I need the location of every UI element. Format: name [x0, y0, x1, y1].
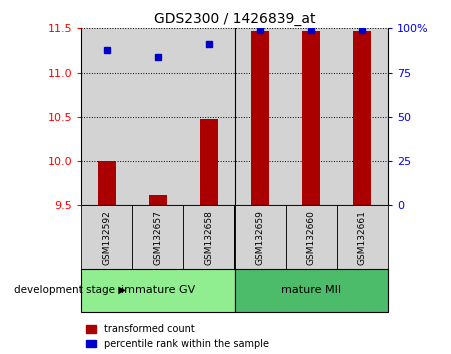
Bar — [337, 28, 388, 205]
Text: immature GV: immature GV — [121, 285, 195, 295]
Bar — [149, 195, 167, 205]
Text: GSM132657: GSM132657 — [153, 210, 162, 265]
Bar — [132, 28, 184, 205]
Legend: transformed count, percentile rank within the sample: transformed count, percentile rank withi… — [86, 324, 268, 349]
Bar — [81, 28, 132, 205]
Title: GDS2300 / 1426839_at: GDS2300 / 1426839_at — [154, 12, 315, 26]
Bar — [251, 31, 269, 205]
Bar — [98, 161, 115, 205]
Bar — [184, 28, 235, 205]
Text: GSM132659: GSM132659 — [256, 210, 265, 265]
Text: development stage ▶: development stage ▶ — [14, 285, 126, 295]
Bar — [354, 31, 371, 205]
Bar — [235, 28, 285, 205]
Bar — [200, 119, 218, 205]
Text: mature MII: mature MII — [281, 285, 341, 295]
Text: GSM132660: GSM132660 — [307, 210, 316, 265]
Text: GSM132661: GSM132661 — [358, 210, 367, 265]
Text: GSM132592: GSM132592 — [102, 210, 111, 264]
Bar — [285, 28, 337, 205]
Bar — [302, 31, 320, 205]
Text: GSM132658: GSM132658 — [204, 210, 213, 265]
